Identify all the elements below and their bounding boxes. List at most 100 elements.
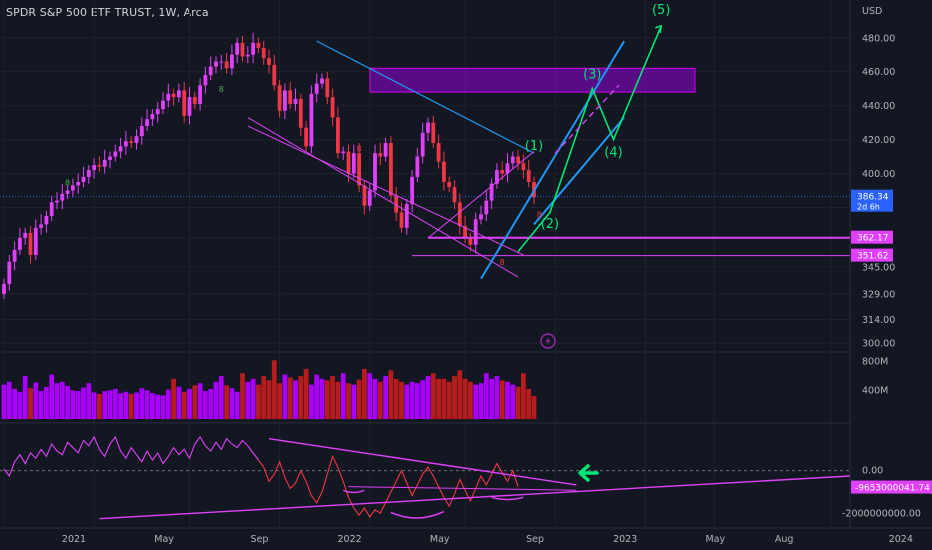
candle-body — [33, 227, 38, 255]
time-tick-label: May — [705, 534, 725, 545]
volume-bar — [335, 381, 341, 419]
price-marker-box — [851, 248, 893, 262]
volume-bar — [91, 392, 97, 419]
sequential-count: 8 — [65, 178, 70, 187]
volume-bar — [393, 378, 399, 419]
candle-body — [373, 153, 377, 191]
candle-body — [420, 132, 425, 157]
price-marker-label: 386.34 — [857, 193, 889, 203]
candlesticks — [2, 32, 536, 300]
oscillator-line-pos — [3, 435, 259, 478]
volume-bar — [430, 373, 436, 419]
volume-bar — [75, 391, 81, 419]
volume-bar — [293, 380, 298, 419]
osc-arc — [491, 496, 524, 501]
volume-bar — [324, 380, 330, 419]
pane-separators — [0, 0, 932, 529]
volume-bar — [86, 383, 92, 419]
candle-body — [108, 156, 112, 160]
volume-bar — [505, 381, 510, 419]
volume-bar — [144, 390, 150, 419]
candle-body — [256, 42, 261, 48]
volume-bar — [319, 378, 325, 419]
volume-bar — [309, 384, 314, 419]
volume-bar — [139, 388, 145, 419]
volume-bar — [59, 381, 65, 419]
candle-body — [410, 176, 414, 205]
candle-body — [71, 185, 75, 191]
osc-trendline-mid — [348, 486, 577, 491]
time-axis[interactable]: 2021 May Sep 2022 May Sep 2023 May Aug 2024 — [62, 534, 913, 545]
candle-body — [394, 195, 399, 213]
volume-bar — [399, 381, 404, 419]
candle-body — [177, 90, 181, 98]
volume-bar — [510, 384, 516, 419]
trend-lines — [0, 24, 850, 280]
sequential-count: 8 — [219, 85, 224, 94]
volume-bar — [118, 393, 123, 419]
candle-body — [23, 232, 28, 238]
arrow-left-icon — [578, 464, 599, 482]
price-marker-label: 362.17 — [857, 234, 889, 244]
volume-bar — [192, 385, 198, 419]
volume-bar — [478, 383, 484, 419]
candle-body — [230, 54, 234, 69]
candle-body — [510, 156, 515, 164]
volume-bar — [473, 384, 479, 419]
candle-body — [526, 170, 531, 182]
volume-bar — [134, 392, 139, 419]
sequential-count: 8 — [500, 258, 505, 267]
candle-body — [463, 226, 467, 238]
volume-bar — [521, 373, 526, 419]
candle-body — [113, 151, 118, 157]
candle-body — [304, 127, 308, 147]
sequential-count: 8 — [357, 144, 362, 153]
volume-bar — [356, 379, 362, 419]
oscillator-line-neg — [257, 454, 519, 518]
falling-channel-lower — [247, 117, 519, 278]
price-marker-sublabel: 2d 6h — [857, 203, 880, 212]
wave-label: (3) — [583, 67, 601, 82]
candle-body — [330, 97, 335, 118]
candle-body — [267, 58, 271, 65]
candle-body — [505, 163, 510, 174]
time-tick-label: 2022 — [338, 534, 362, 545]
candle-body — [516, 156, 520, 164]
volume-bar — [468, 381, 473, 419]
price-tick-label: 329.00 — [862, 290, 895, 301]
time-tick-label: 2021 — [62, 534, 86, 545]
candle-body — [198, 85, 202, 104]
flash-icon[interactable] — [540, 333, 556, 349]
currency-label: USD — [862, 6, 882, 17]
volume-bar — [441, 378, 447, 419]
volume-bar — [65, 386, 70, 419]
volume-bar — [420, 380, 426, 419]
candle-body — [309, 93, 314, 147]
volume-bar — [218, 376, 224, 419]
candle-body — [367, 190, 372, 206]
volume-bar — [155, 394, 161, 419]
candle-body — [314, 83, 319, 94]
wave-projection-path — [517, 25, 662, 253]
volume-tick-label: 800M — [862, 357, 888, 368]
volume-bar — [240, 373, 245, 419]
candle-body — [12, 249, 17, 262]
volume-bar — [81, 387, 86, 419]
volume-bar — [340, 373, 346, 419]
oscillator-tick-label: -2000000000.00 — [842, 508, 921, 519]
volume-bar — [404, 384, 410, 419]
candle-body — [389, 142, 393, 196]
price-axis[interactable]: 300.00 314.00 329.00 345.00 400.00 420.00 440.… — [862, 33, 895, 349]
candle-body — [452, 187, 457, 203]
wave-label: (4) — [604, 146, 622, 161]
candle-body — [357, 153, 361, 186]
price-tick-label: 440.00 — [862, 101, 895, 112]
osc-trendline-bottom — [99, 475, 851, 520]
volume-bar — [526, 388, 532, 419]
volume-bar — [489, 378, 494, 419]
sequential-count: 8 — [537, 211, 542, 220]
price-marker-label: 351.62 — [857, 252, 889, 262]
volume-bar — [372, 378, 378, 419]
candle-body — [76, 182, 81, 186]
